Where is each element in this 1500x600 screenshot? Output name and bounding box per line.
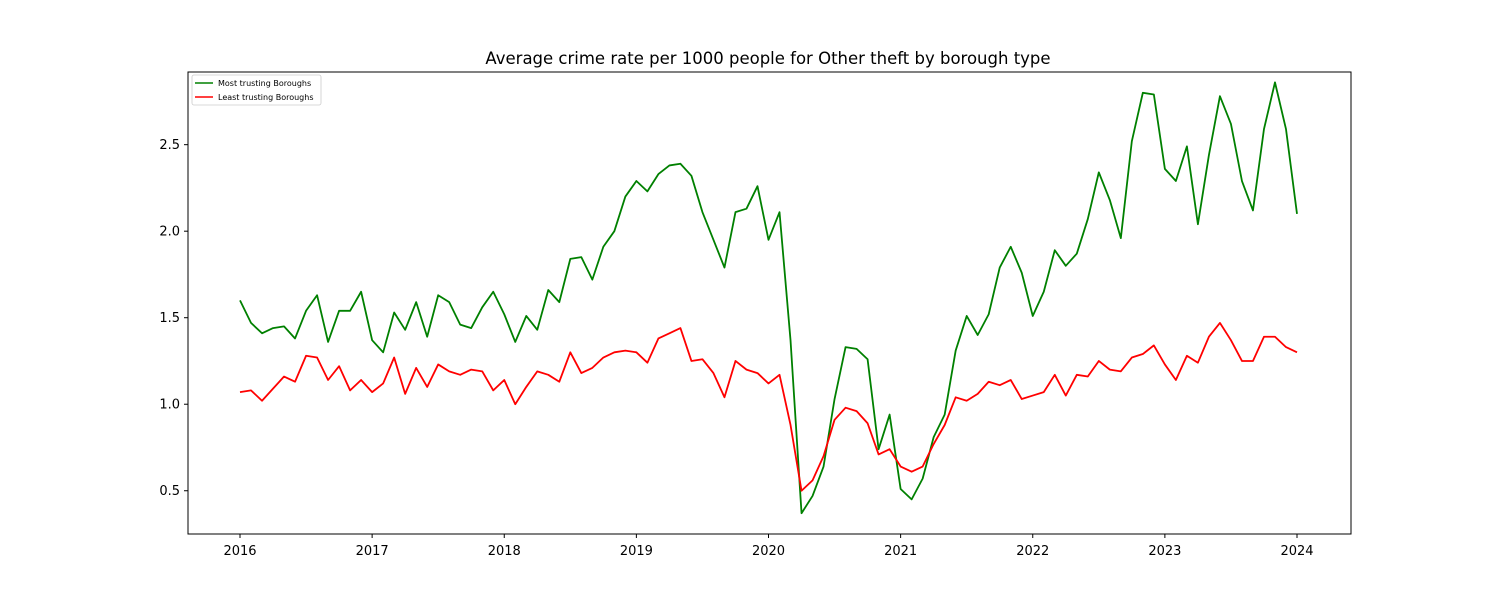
legend-label-least-trusting: Least trusting Boroughs: [218, 93, 313, 102]
series-line-most-trusting: [239, 81, 1298, 515]
chart-title: Average crime rate per 1000 people for O…: [485, 49, 1050, 68]
x-tick-label: 2017: [356, 544, 389, 559]
x-tick-label: 2016: [223, 544, 256, 559]
y-tick-label: 2.0: [159, 225, 180, 240]
series-line-least-trusting: [239, 321, 1298, 492]
y-axis: 0.5 1.0 1.5 2.0 2.5: [159, 138, 188, 499]
legend-label-most-trusting: Most trusting Boroughs: [218, 79, 311, 88]
x-axis: 2016 2017 2018 2019 2020 2021 2022 2023 2024: [223, 534, 1314, 559]
x-tick-label: 2022: [1016, 544, 1049, 559]
y-tick-label: 0.5: [159, 484, 180, 499]
x-tick-label: 2023: [1148, 544, 1181, 559]
legend: Most trusting Boroughs Least trusting Bo…: [191, 74, 322, 106]
legend-box: [191, 74, 322, 106]
y-tick-label: 1.5: [159, 311, 180, 326]
x-tick-label: 2024: [1280, 544, 1313, 559]
x-tick-label: 2018: [488, 544, 521, 559]
y-tick-label: 1.0: [159, 398, 180, 413]
x-tick-label: 2020: [752, 544, 785, 559]
series-layer: [239, 81, 1298, 515]
x-tick-label: 2021: [884, 544, 917, 559]
x-tick-label: 2019: [620, 544, 653, 559]
plot-area: [187, 71, 1352, 535]
y-tick-label: 2.5: [159, 138, 180, 153]
